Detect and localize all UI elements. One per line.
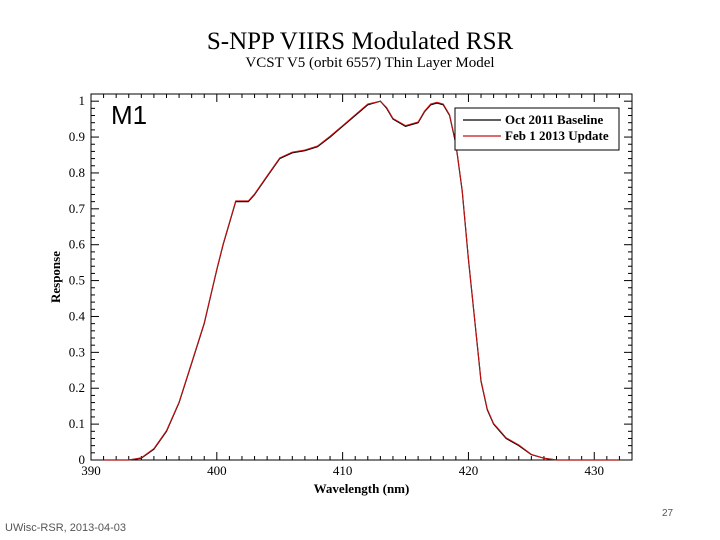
x-tick-label: 390 — [81, 463, 101, 478]
y-tick-label: 0.6 — [69, 237, 86, 252]
chart-title: S-NPP VIIRS Modulated RSR — [206, 28, 514, 55]
y-tick-label: 0.8 — [69, 165, 85, 180]
y-tick-label: 0.9 — [69, 129, 85, 144]
y-axis-label: Response — [48, 251, 63, 303]
y-tick-label: 0.2 — [69, 380, 85, 395]
x-axis-label: Wavelength (nm) — [314, 481, 410, 496]
series-line-0 — [103, 100, 620, 461]
chart-subtitle: VCST V5 (orbit 6557) Thin Layer Model — [245, 55, 495, 71]
x-tick-label: 430 — [585, 463, 605, 478]
y-tick-label: 0.3 — [69, 344, 85, 359]
x-tick-label: 410 — [333, 463, 353, 478]
y-tick-label: 0.4 — [69, 308, 86, 323]
y-tick-label: 0.7 — [69, 201, 86, 216]
x-tick-label: 420 — [459, 463, 479, 478]
plot-frame — [90, 93, 633, 461]
legend-label-1: Feb 1 2013 Update — [505, 128, 609, 143]
y-tick-label: 1 — [79, 93, 86, 108]
series-line-1 — [103, 100, 620, 461]
y-tick-label: 0.1 — [69, 416, 85, 431]
legend-label-0: Oct 2011 Baseline — [505, 112, 603, 127]
panel-label: M1 — [111, 100, 147, 130]
footer-source: UWisc-RSR, 2013-04-03 — [5, 522, 127, 534]
x-tick-label: 400 — [207, 463, 227, 478]
legend-box — [454, 107, 620, 151]
y-tick-label: 0.5 — [69, 273, 85, 288]
page-number: 27 — [662, 508, 674, 519]
y-tick-label: 0 — [79, 452, 86, 467]
